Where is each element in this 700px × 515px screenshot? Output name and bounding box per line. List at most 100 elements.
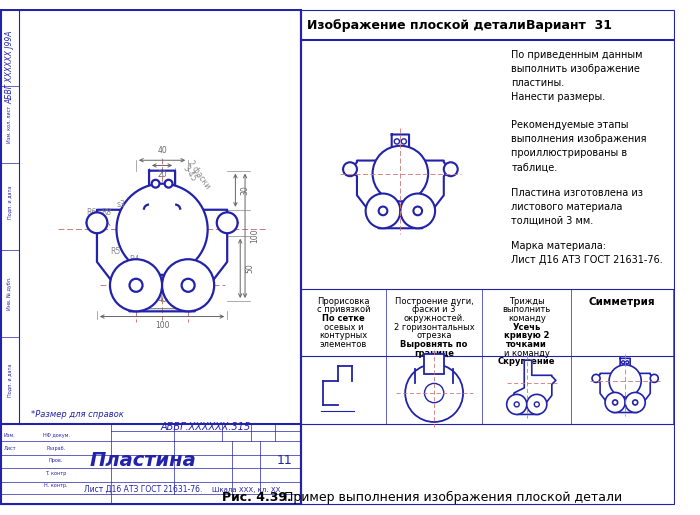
Circle shape xyxy=(592,374,600,383)
Text: 20: 20 xyxy=(158,170,167,179)
Text: 40: 40 xyxy=(158,146,167,156)
Circle shape xyxy=(164,180,172,187)
Text: 40: 40 xyxy=(158,295,167,304)
Text: контурных: контурных xyxy=(319,331,368,340)
Circle shape xyxy=(514,402,519,407)
Circle shape xyxy=(394,139,400,144)
Text: Пров.: Пров. xyxy=(49,458,63,463)
Text: элементов: элементов xyxy=(320,340,367,349)
Text: 100: 100 xyxy=(155,321,169,330)
Text: s3: s3 xyxy=(116,200,125,209)
Circle shape xyxy=(626,361,629,364)
Text: ø10: ø10 xyxy=(188,286,202,295)
Text: 50: 50 xyxy=(245,264,254,273)
Circle shape xyxy=(633,400,638,405)
Text: 2 фаски: 2 фаски xyxy=(186,159,211,191)
Circle shape xyxy=(609,365,641,397)
Circle shape xyxy=(444,162,458,176)
Text: 100: 100 xyxy=(250,229,259,243)
Text: Инв. № дубл.: Инв. № дубл. xyxy=(7,277,12,311)
Circle shape xyxy=(87,212,107,233)
Text: 30: 30 xyxy=(240,185,249,195)
Text: 3-45: 3-45 xyxy=(181,164,197,183)
Circle shape xyxy=(162,259,214,312)
Text: АБВГ XXXXXX J99А: АБВГ XXXXXX J99А xyxy=(5,30,14,104)
Text: Лист: Лист xyxy=(4,445,16,451)
Text: с привязкой: с привязкой xyxy=(316,305,370,314)
Polygon shape xyxy=(596,358,654,413)
Text: Разраб.: Разраб. xyxy=(46,445,66,451)
Bar xyxy=(1,10,301,504)
Circle shape xyxy=(379,207,387,215)
Circle shape xyxy=(110,259,162,312)
Text: 11: 11 xyxy=(276,454,293,467)
Text: Подп. и дата: Подп. и дата xyxy=(7,185,12,219)
Text: Лист Д16 АТЗ ГОСТ 21631-76.: Лист Д16 АТЗ ГОСТ 21631-76. xyxy=(83,485,202,494)
Circle shape xyxy=(414,207,422,215)
Circle shape xyxy=(405,364,463,422)
Text: Шкала XXX, кл. XX: Шкала XXX, кл. XX xyxy=(212,487,280,492)
Text: Вариант  31: Вариант 31 xyxy=(526,19,612,32)
Circle shape xyxy=(365,194,400,228)
Circle shape xyxy=(401,139,407,144)
Text: Марка материала:
Лист Д16 АТЗ ГОСТ 21631-76.: Марка материала: Лист Д16 АТЗ ГОСТ 21631… xyxy=(511,241,663,265)
Text: точками: точками xyxy=(506,340,547,349)
Circle shape xyxy=(605,392,625,413)
Circle shape xyxy=(612,400,617,405)
Circle shape xyxy=(217,212,237,233)
Circle shape xyxy=(372,146,428,201)
Text: окружностей.: окружностей. xyxy=(403,314,465,323)
Text: По сетке: По сетке xyxy=(322,314,365,323)
Text: R4: R4 xyxy=(130,255,140,264)
Text: Выровнять по: Выровнять по xyxy=(400,340,468,349)
Text: Построение дуги,: Построение дуги, xyxy=(395,297,473,305)
Polygon shape xyxy=(509,360,556,415)
Text: Изм. кол. лист: Изм. кол. лист xyxy=(7,106,12,143)
Text: выполнить: выполнить xyxy=(503,305,551,314)
Text: Усечь: Усечь xyxy=(512,322,541,332)
Text: ø70: ø70 xyxy=(87,222,101,231)
Text: 2 отв.: 2 отв. xyxy=(188,294,211,303)
Text: Прорисовка: Прорисовка xyxy=(317,297,370,305)
Text: осевых и: осевых и xyxy=(323,322,363,332)
Text: команду: команду xyxy=(508,314,546,323)
Polygon shape xyxy=(350,134,451,228)
Polygon shape xyxy=(87,170,237,312)
Text: R8: R8 xyxy=(101,208,111,217)
Text: Рис. 4.39.: Рис. 4.39. xyxy=(222,491,292,504)
Text: Т. контр: Т. контр xyxy=(46,471,66,476)
Text: отрезка: отрезка xyxy=(416,331,452,340)
Text: Изображение плоской детали: Изображение плоской детали xyxy=(307,19,526,32)
Circle shape xyxy=(116,184,208,275)
Text: Трижды: Трижды xyxy=(509,297,545,305)
Text: кривую 2: кривую 2 xyxy=(504,331,550,340)
Bar xyxy=(424,354,444,374)
Circle shape xyxy=(534,402,539,407)
Circle shape xyxy=(343,162,357,176)
Text: Пример выполнения изображения плоской детали: Пример выполнения изображения плоской де… xyxy=(280,491,622,504)
Text: R20: R20 xyxy=(113,286,127,295)
Circle shape xyxy=(424,383,444,403)
Text: НФ докум.: НФ докум. xyxy=(43,433,69,438)
Circle shape xyxy=(130,279,143,292)
Circle shape xyxy=(181,279,195,292)
Text: *Размер для справок: *Размер для справок xyxy=(31,410,124,419)
Circle shape xyxy=(527,394,547,415)
Circle shape xyxy=(152,180,160,187)
Text: и команду: и команду xyxy=(504,349,550,358)
Text: R6: R6 xyxy=(87,208,97,217)
Circle shape xyxy=(400,194,435,228)
Text: Пластина: Пластина xyxy=(90,451,196,470)
Circle shape xyxy=(650,374,658,383)
Circle shape xyxy=(507,394,527,415)
Text: АБВГ.XXXXXX.315: АБВГ.XXXXXX.315 xyxy=(160,422,251,432)
Text: Симметрия: Симметрия xyxy=(589,297,656,306)
Text: границе: границе xyxy=(414,349,454,358)
Text: 2 горизонтальных: 2 горизонтальных xyxy=(394,322,475,332)
Text: Подп. и дата: Подп. и дата xyxy=(7,364,12,397)
Text: Пластина изготовлена из
листового материала
толщиной 3 мм.: Пластина изготовлена из листового матери… xyxy=(511,187,643,226)
Text: По приведенным данным
выполнить изображение
пластины.
Нанести размеры.: По приведенным данным выполнить изображе… xyxy=(511,49,643,101)
Text: R5: R5 xyxy=(110,247,120,256)
Text: Скругление: Скругление xyxy=(498,357,556,366)
Text: Изм.: Изм. xyxy=(4,433,15,438)
